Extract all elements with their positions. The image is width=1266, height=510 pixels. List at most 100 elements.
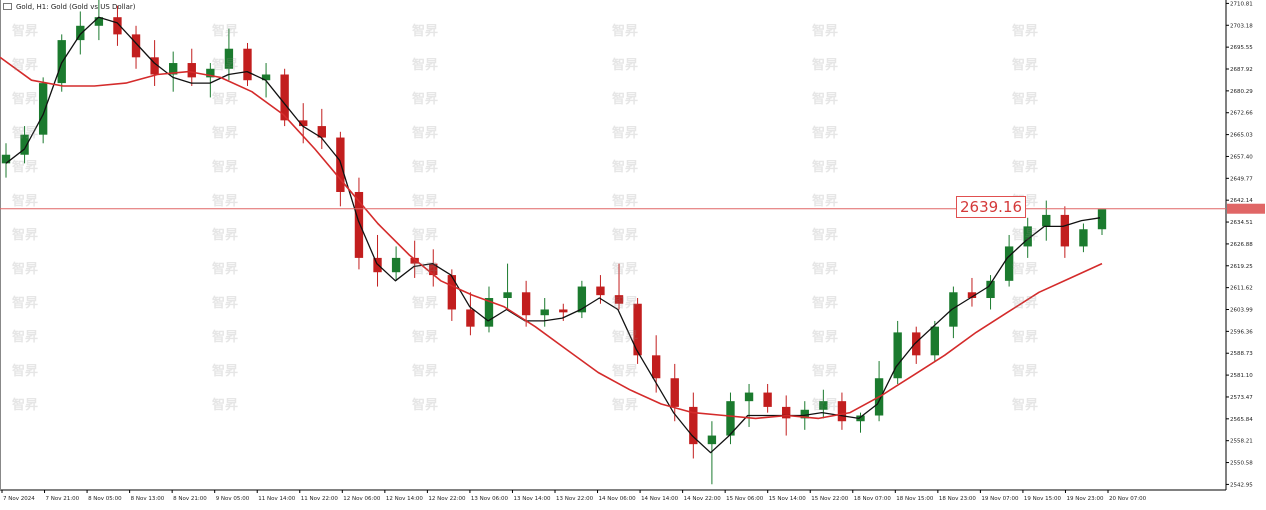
candle-body (559, 309, 568, 313)
candle-body (410, 257, 419, 264)
chart-title: Gold, H1: Gold (Gold vs US Dollar) (16, 3, 136, 11)
candle-body (633, 303, 642, 356)
candle-body (206, 68, 215, 78)
x-tick-label: 18 Nov 23:00 (939, 496, 977, 502)
x-tick-label: 7 Nov 21:00 (46, 496, 80, 502)
x-tick-label: 14 Nov 14:00 (641, 496, 679, 502)
candle-body (744, 392, 754, 402)
y-tick-label: 2680.29 (1230, 89, 1253, 95)
current-price-marker (1227, 203, 1265, 214)
x-tick-label: 13 Nov 06:00 (471, 496, 509, 502)
candle-body (986, 280, 995, 299)
x-tick-label: 13 Nov 22:00 (556, 496, 594, 502)
candle-body (707, 435, 717, 445)
candle-body (1060, 214, 1070, 247)
candle-body (763, 392, 772, 407)
y-tick-label: 2710.81 (1230, 1, 1253, 7)
candle-body (800, 409, 809, 419)
y-tick-label: 2603.99 (1230, 308, 1253, 314)
y-tick-label: 2649.77 (1230, 176, 1253, 182)
ma-fast-line (5, 16, 1101, 454)
y-tick-label: 2573.47 (1230, 395, 1253, 401)
x-tick-label: 18 Nov 15:00 (896, 496, 934, 502)
candle-body (726, 401, 735, 436)
y-tick-label: 2550.58 (1230, 461, 1253, 467)
x-tick-label: 12 Nov 06:00 (343, 496, 381, 502)
candle-body (76, 25, 85, 41)
candle-body (949, 292, 958, 327)
y-tick-label: 2619.25 (1230, 264, 1253, 270)
y-tick-label: 2672.66 (1230, 111, 1253, 117)
candle-body (819, 401, 828, 410)
candle-body (614, 295, 624, 304)
candle-body (521, 292, 531, 316)
x-tick-label: 11 Nov 22:00 (301, 496, 339, 502)
x-tick-label: 8 Nov 13:00 (131, 496, 165, 502)
candle-body (57, 40, 66, 84)
y-tick-label: 2665.03 (1230, 133, 1253, 139)
x-tick-label: 15 Nov 06:00 (726, 496, 764, 502)
candle-body (484, 298, 494, 327)
candle-body (782, 406, 791, 419)
x-tick-label: 20 Nov 07:00 (1109, 496, 1147, 502)
candle-body (38, 83, 48, 135)
candle-body (113, 17, 122, 35)
candle-body (466, 309, 475, 327)
x-tick-label: 14 Nov 06:00 (599, 496, 637, 502)
y-tick-label: 2695.55 (1230, 45, 1253, 51)
ma-slow-line (0, 56, 1103, 420)
x-tick-label: 8 Nov 05:00 (88, 496, 122, 502)
candle-body (391, 257, 401, 273)
x-tick-label: 12 Nov 22:00 (428, 496, 466, 502)
candle-body (243, 48, 252, 81)
y-tick-label: 2611.62 (1230, 286, 1253, 292)
x-tick-label: 15 Nov 14:00 (769, 496, 807, 502)
candle-body (856, 415, 865, 422)
x-tick-label: 8 Nov 21:00 (173, 496, 207, 502)
candle-body (150, 57, 159, 75)
y-tick-label: 2581.10 (1230, 373, 1253, 379)
candle-body (837, 401, 847, 422)
candle-body (94, 17, 104, 26)
candle-body (354, 191, 364, 258)
candle-body (503, 292, 512, 299)
candle-body (596, 286, 605, 296)
candle-body (429, 263, 438, 276)
candle-body (1042, 214, 1051, 227)
candle-body (336, 137, 345, 192)
candle-body (930, 326, 939, 356)
x-tick-label: 19 Nov 07:00 (981, 496, 1019, 502)
candle-body (1097, 209, 1107, 230)
candle-body (299, 120, 308, 127)
candle-body (912, 332, 921, 356)
y-tick-label: 2626.88 (1230, 242, 1253, 248)
y-tick-label: 2657.40 (1230, 154, 1253, 160)
candle-body (577, 286, 587, 313)
candle-body (224, 48, 234, 69)
y-tick-label: 2703.18 (1230, 23, 1253, 29)
candle-body (651, 355, 661, 379)
x-tick-label: 18 Nov 07:00 (854, 496, 892, 502)
candle-body (540, 309, 549, 316)
candle-body (670, 378, 679, 407)
candle-body (317, 126, 326, 138)
y-tick-label: 2565.84 (1230, 417, 1253, 423)
x-tick-label: 11 Nov 14:00 (258, 496, 296, 502)
candle-body (20, 134, 29, 155)
candle-body (131, 34, 141, 58)
candle-body (187, 63, 196, 78)
candle-body (261, 74, 271, 81)
y-tick-label: 2542.95 (1230, 482, 1253, 488)
y-tick-label: 2596.36 (1230, 329, 1253, 335)
candle-body (967, 292, 977, 299)
x-tick-label: 14 Nov 22:00 (684, 496, 722, 502)
candle-body (689, 406, 698, 445)
x-tick-label: 19 Nov 23:00 (1066, 496, 1104, 502)
y-tick-label: 2558.21 (1230, 439, 1253, 445)
x-tick-label: 15 Nov 22:00 (811, 496, 849, 502)
x-tick-label: 19 Nov 15:00 (1024, 496, 1062, 502)
candle-body (1023, 226, 1032, 247)
candle-body (447, 275, 457, 310)
